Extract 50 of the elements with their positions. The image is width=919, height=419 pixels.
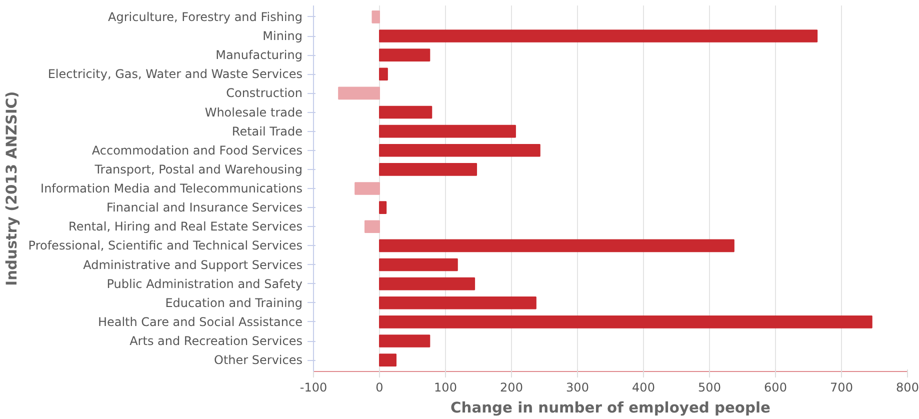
y-tick-label: Education and Training xyxy=(165,296,302,310)
x-tick-label: 800 xyxy=(896,380,919,394)
bar xyxy=(354,182,380,195)
bar xyxy=(379,124,516,138)
x-axis-title: Change in number of employed people xyxy=(450,400,771,416)
x-tick-label: 100 xyxy=(434,380,457,394)
y-tick-label: Manufacturing xyxy=(216,48,303,62)
bar xyxy=(379,258,458,272)
y-tick-label: Health Care and Social Assistance xyxy=(98,314,302,329)
y-tick-label: Financial and Insurance Services xyxy=(106,200,303,215)
x-tick-label: -100 xyxy=(300,380,328,394)
x-tick-label: 300 xyxy=(566,380,589,394)
x-tick-label: 200 xyxy=(500,380,523,394)
y-tick-label: Accommodation and Food Services xyxy=(92,143,302,158)
x-tick-label: 0 xyxy=(376,380,384,394)
bar xyxy=(379,334,430,348)
y-tick-label: Retail Trade xyxy=(232,124,302,138)
y-tick-label: Other Services xyxy=(214,353,303,368)
bar xyxy=(338,86,380,100)
x-tick-label: 500 xyxy=(698,380,721,394)
y-tick-label: Rental, Hiring and Real Estate Services xyxy=(68,220,303,234)
bar xyxy=(379,354,396,366)
bar xyxy=(379,106,432,119)
y-tick-label: Transport, Postal and Warehousing xyxy=(94,162,303,176)
bar xyxy=(379,30,818,42)
bar xyxy=(372,10,380,24)
bar xyxy=(379,68,388,81)
y-tick-label: Administrative and Support Services xyxy=(83,258,302,272)
bar xyxy=(379,316,872,328)
y-axis-title: Industry (2013 ANZSIC) xyxy=(3,91,20,286)
y-tick-label: Professional, Scientific and Technical Services xyxy=(28,238,302,253)
bar xyxy=(379,239,734,252)
x-tick-label: 600 xyxy=(764,380,787,394)
y-tick-label: Agriculture, Forestry and Fishing xyxy=(108,10,302,24)
y-tick-label: Electricity, Gas, Water and Waste Services xyxy=(48,67,302,82)
y-tick-label: Construction xyxy=(226,86,302,100)
y-tick-label: Mining xyxy=(262,29,303,43)
bar xyxy=(379,201,387,214)
y-tick-label: Public Administration and Safety xyxy=(106,276,303,291)
bar xyxy=(379,163,478,176)
bar xyxy=(379,144,540,157)
bar xyxy=(379,48,430,62)
y-tick-label: Arts and Recreation Services xyxy=(130,334,303,348)
bar xyxy=(379,296,536,310)
x-tick-label: 700 xyxy=(830,380,853,394)
y-tick-label: Information Media and Telecommunications xyxy=(40,182,302,196)
x-tick-label: 400 xyxy=(632,380,655,394)
bar xyxy=(379,277,476,290)
bar xyxy=(364,220,380,234)
y-tick-label: Wholesale trade xyxy=(204,105,303,120)
